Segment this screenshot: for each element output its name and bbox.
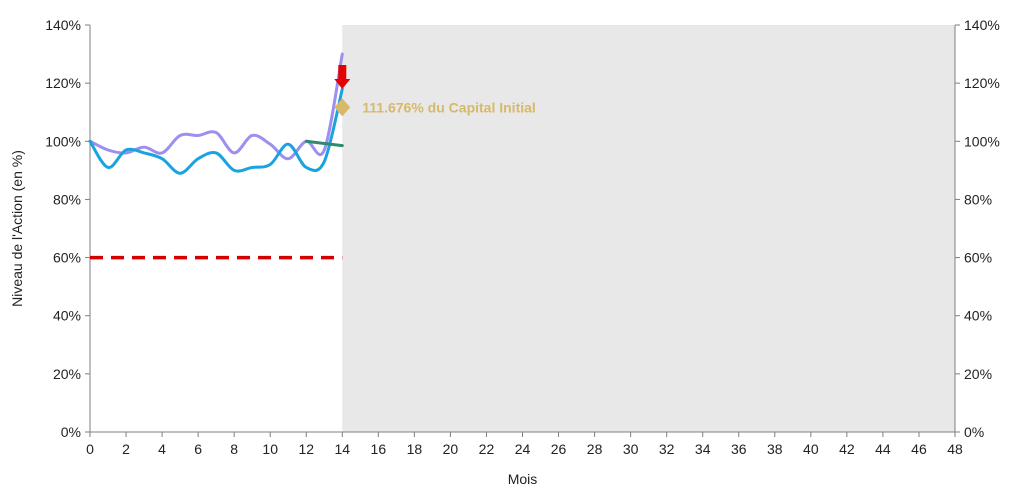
series-layer	[88, 52, 344, 175]
x-axis-title: Mois	[508, 471, 538, 487]
x-tick-label: 42	[839, 441, 855, 457]
x-tick-label: 34	[695, 441, 711, 457]
x-tick-label: 0	[86, 441, 94, 457]
x-tick-label: 14	[335, 441, 351, 457]
y-tick-label-right: 80%	[964, 191, 992, 207]
y-tick-label-right: 40%	[964, 308, 992, 324]
x-tick-label: 28	[587, 441, 603, 457]
y-tick-label-left: 20%	[53, 366, 81, 382]
y-tick-label-left: 120%	[45, 75, 81, 91]
series-line-3	[304, 139, 344, 148]
x-tick-label: 8	[230, 441, 238, 457]
down-arrow-icon	[334, 64, 351, 89]
series-line-2	[88, 87, 344, 175]
y-tick-label-right: 20%	[964, 366, 992, 382]
x-tick-label: 26	[551, 441, 567, 457]
x-tick-label: 2	[122, 441, 130, 457]
y-tick-label-left: 80%	[53, 191, 81, 207]
y-tick-label-right: 60%	[964, 250, 992, 266]
marker-layer	[334, 64, 351, 117]
y-tick-label-right: 0%	[964, 424, 984, 440]
x-tick-label: 22	[479, 441, 495, 457]
y-tick-label-left: 40%	[53, 308, 81, 324]
y-tick-label-right: 100%	[964, 133, 1000, 149]
x-tick-label: 16	[371, 441, 387, 457]
y-tick-label-left: 60%	[53, 250, 81, 266]
series-line-1	[88, 52, 344, 161]
x-tick-label: 46	[911, 441, 927, 457]
y-axis-title: Niveau de l'Action (en %)	[9, 150, 25, 307]
x-tick-label: 38	[767, 441, 783, 457]
x-tick-label: 4	[158, 441, 166, 457]
x-tick-label: 44	[875, 441, 891, 457]
shaded-future-region-layer	[342, 25, 956, 432]
y-tick-label-right: 140%	[964, 17, 1000, 33]
x-tick-label: 18	[407, 441, 423, 457]
y-tick-label-right: 120%	[964, 75, 1000, 91]
x-tick-label: 10	[262, 441, 278, 457]
x-tick-label: 36	[731, 441, 747, 457]
y-tick-label-left: 100%	[45, 133, 81, 149]
x-tick-label: 20	[443, 441, 459, 457]
x-tick-label: 48	[947, 441, 963, 457]
x-tick-label: 12	[298, 441, 314, 457]
y-tick-label-left: 140%	[45, 17, 81, 33]
x-tick-label: 6	[194, 441, 202, 457]
x-tick-label: 40	[803, 441, 819, 457]
y-tick-label-left: 0%	[61, 424, 81, 440]
shaded-region	[342, 25, 956, 432]
ticks-layer: 0% 0% 20% 20% 40% 40% 60% 60% 80% 80% 100% 100% 120%…	[45, 17, 1000, 457]
capital-marker-diamond	[334, 98, 351, 117]
x-tick-label: 30	[623, 441, 639, 457]
x-tick-label: 24	[515, 441, 531, 457]
capital-annotation: 111.676% du Capital Initial	[362, 99, 536, 115]
x-tick-label: 32	[659, 441, 675, 457]
